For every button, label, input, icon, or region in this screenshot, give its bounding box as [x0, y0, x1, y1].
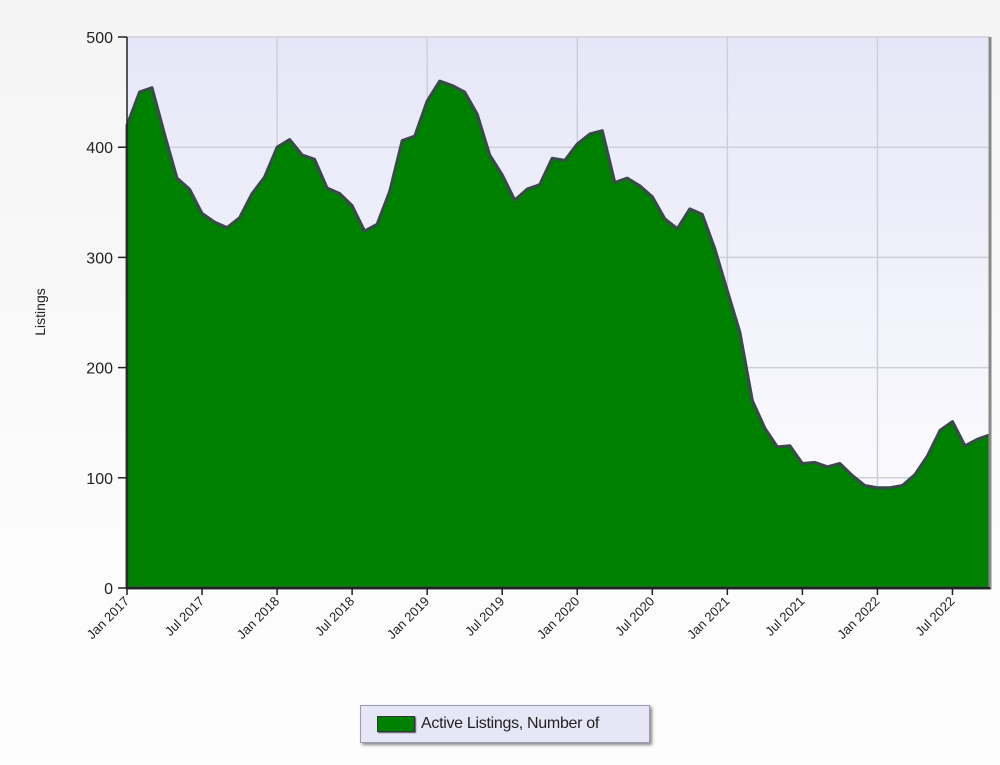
x-tick-label: Jul 2019 [462, 594, 507, 639]
y-tick-label: 0 [104, 581, 113, 598]
y-tick-label: 400 [86, 140, 113, 157]
x-tick-label: Jul 2017 [162, 594, 207, 639]
legend-swatch [377, 716, 415, 732]
legend-label: Active Listings, Number of [421, 715, 600, 732]
legend: Active Listings, Number of [360, 705, 650, 743]
x-tick-label: Jan 2020 [534, 594, 582, 642]
y-axis-label: Listings [32, 288, 48, 335]
x-tick-label: Jan 2021 [684, 594, 732, 642]
y-tick-label: 200 [86, 361, 113, 378]
y-tick-label: 500 [86, 30, 113, 47]
x-tick-label: Jan 2019 [384, 594, 432, 642]
x-tick-label: Jan 2017 [84, 594, 132, 642]
x-tick-label: Jul 2022 [912, 594, 957, 639]
x-tick-label: Jul 2018 [312, 594, 357, 639]
x-tick-label: Jul 2020 [612, 594, 657, 639]
x-tick-label: Jan 2018 [234, 594, 282, 642]
y-tick-label: 100 [86, 471, 113, 488]
area-chart: 0 100 200 300 400 500 Jan 2017 Jul 2017 Jan 2018… [32, 30, 992, 642]
y-tick-label: 300 [86, 250, 113, 267]
series-area-active-listings [125, 79, 992, 590]
x-tick-label: Jan 2022 [834, 594, 882, 642]
x-tick-label: Jul 2021 [762, 594, 807, 639]
